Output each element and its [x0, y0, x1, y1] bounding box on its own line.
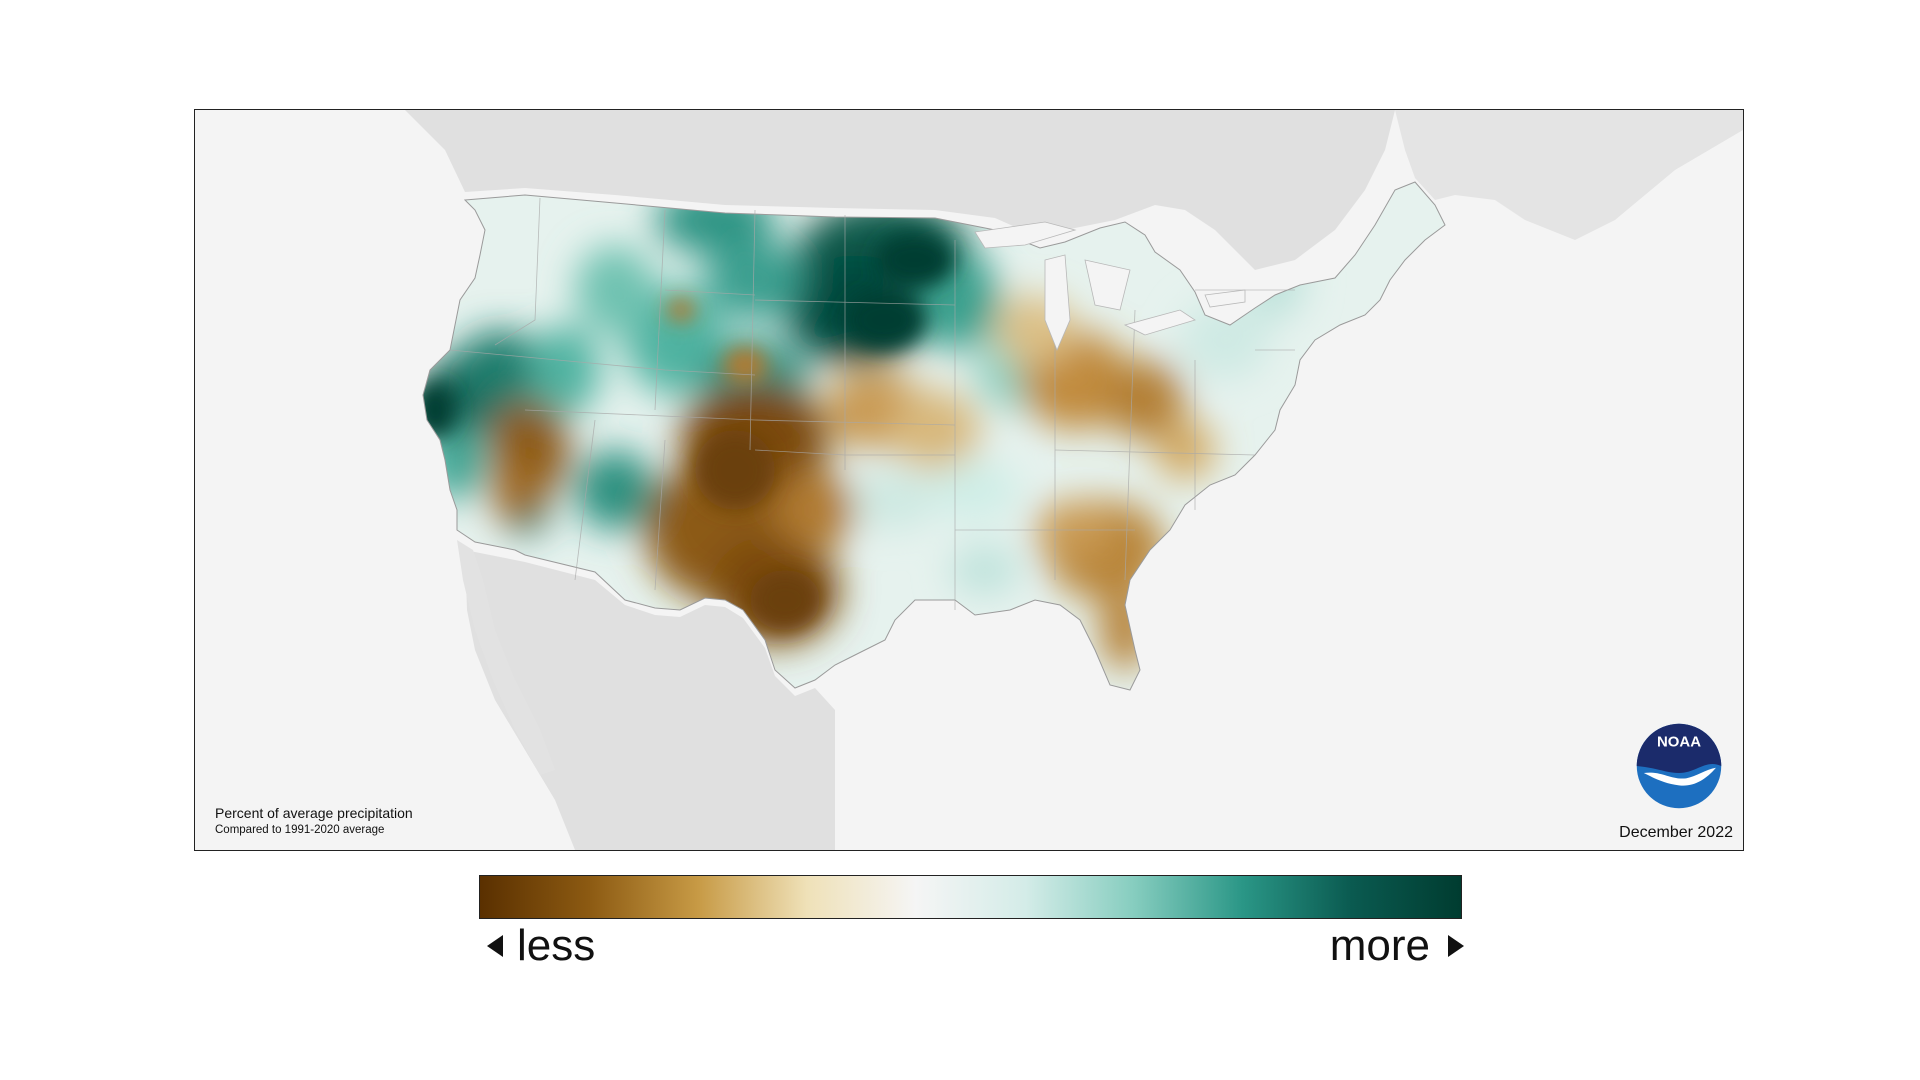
legend-more: more — [1330, 920, 1464, 972]
map-graphic — [405, 110, 1743, 850]
map-caption: Percent of average precipitation Compare… — [215, 804, 413, 838]
left-arrow-icon — [487, 935, 503, 957]
eastern-canada-land — [1395, 110, 1743, 240]
legend-more-label: more — [1329, 921, 1430, 970]
great-lakes — [974, 221, 1246, 352]
right-arrow-icon — [1448, 935, 1464, 957]
noaa-logo-text: NOAA — [1657, 734, 1701, 751]
legend-color-bar — [479, 875, 1462, 919]
noaa-logo: NOAA — [1636, 723, 1722, 809]
canada-land — [405, 110, 1743, 270]
legend-less: less — [487, 920, 595, 972]
legend-less-label: less — [517, 921, 596, 970]
map-date: December 2022 — [1619, 824, 1733, 841]
caption-title: Percent of average precipitation — [215, 805, 413, 821]
caption-subtitle: Compared to 1991-2020 average — [215, 824, 385, 836]
mexico-land — [465, 550, 835, 850]
baja-peninsula — [457, 540, 555, 775]
precipitation-map: Percent of average precipitation Compare… — [194, 109, 1744, 851]
